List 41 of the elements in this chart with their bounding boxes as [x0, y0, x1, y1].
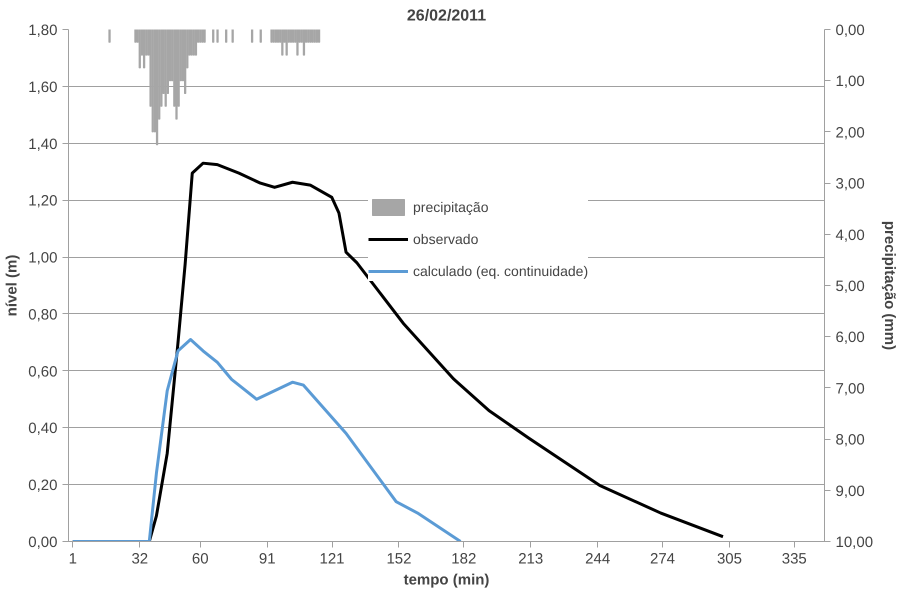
y2-tick-label: 2,00: [836, 124, 865, 142]
y2-tick-label: 8,00: [836, 432, 865, 449]
legend-label: observado: [413, 231, 478, 247]
y2-tick-label: 5,00: [836, 278, 865, 295]
y2-tick-label: 10,00: [836, 534, 874, 551]
y-tick-label: 0,40: [28, 420, 58, 438]
x-tick-label: 121: [320, 550, 345, 568]
x-tick-label: 152: [386, 550, 412, 568]
y-tick-label: 1,60: [28, 78, 58, 96]
y2-axis-title: precipitação (mm): [881, 220, 898, 350]
y2-tick-label: 6,00: [836, 329, 865, 346]
y2-tick-label: 3,00: [836, 176, 865, 193]
x-tick-label: 274: [650, 550, 676, 568]
x-tick-label: 305: [716, 550, 742, 568]
y-tick-label: 1,00: [28, 250, 58, 267]
x-tick-label: 182: [451, 550, 476, 568]
x-tick-label: 91: [258, 550, 276, 568]
y2-tick-label: 0,00: [836, 22, 865, 39]
y-tick-label: 0,60: [28, 363, 58, 380]
x-tick-label: 335: [782, 550, 807, 568]
y-tick-label: 1,40: [28, 136, 58, 153]
y2-tick-label: 7,00: [836, 380, 865, 398]
y-tick-label: 1,80: [28, 22, 58, 39]
y-tick-label: 0,00: [28, 534, 58, 551]
y2-tick-label: 9,00: [836, 482, 865, 500]
y-axis-title: nível (m): [3, 254, 20, 316]
y2-tick-label: 4,00: [836, 226, 865, 244]
y-tick-label: 0,20: [28, 477, 58, 494]
legend-label: precipitação: [413, 199, 488, 215]
y-tick-label: 1,20: [28, 192, 58, 210]
chart-title: 26/02/2011: [406, 8, 486, 24]
x-tick-label: 244: [585, 550, 610, 568]
x-tick-label: 1: [68, 550, 77, 568]
x-tick-label: 32: [131, 550, 148, 568]
x-axis-title: tempo (min): [404, 572, 490, 588]
x-tick-label: 60: [192, 550, 209, 568]
y-tick-label: 0,80: [28, 306, 58, 324]
line-series: [71, 338, 462, 542]
y2-tick-label: 1,00: [836, 73, 865, 90]
legend-label: calculado (eq. continuidade): [413, 263, 588, 279]
x-tick-label: 213: [518, 550, 544, 568]
